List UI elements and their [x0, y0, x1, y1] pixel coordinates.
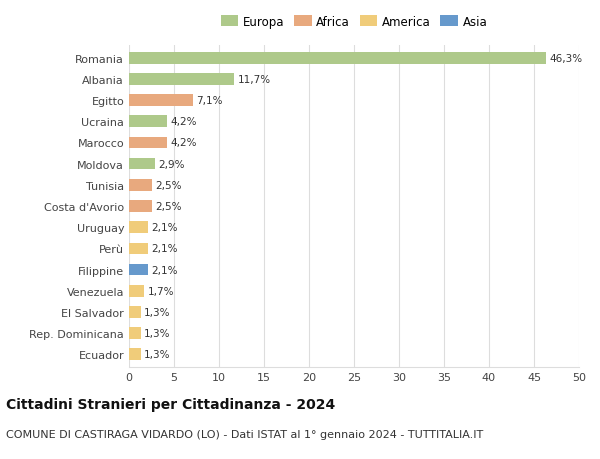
Text: 11,7%: 11,7% — [238, 75, 271, 85]
Text: 2,5%: 2,5% — [155, 180, 182, 190]
Text: 1,3%: 1,3% — [145, 328, 171, 338]
Text: 4,2%: 4,2% — [170, 117, 197, 127]
Bar — [129, 53, 546, 64]
Legend: Europa, Africa, America, Asia: Europa, Africa, America, Asia — [218, 13, 490, 31]
Text: COMUNE DI CASTIRAGA VIDARDO (LO) - Dati ISTAT al 1° gennaio 2024 - TUTTITALIA.IT: COMUNE DI CASTIRAGA VIDARDO (LO) - Dati … — [6, 429, 483, 439]
Bar — [129, 243, 148, 255]
Text: Cittadini Stranieri per Cittadinanza - 2024: Cittadini Stranieri per Cittadinanza - 2… — [6, 397, 335, 411]
Bar — [129, 95, 193, 106]
Text: 2,1%: 2,1% — [151, 244, 178, 254]
Text: 2,1%: 2,1% — [151, 223, 178, 233]
Text: 2,9%: 2,9% — [158, 159, 185, 169]
Bar — [129, 285, 145, 297]
Bar — [129, 264, 148, 276]
Bar — [129, 74, 235, 85]
Text: 2,5%: 2,5% — [155, 202, 182, 212]
Text: 1,3%: 1,3% — [145, 307, 171, 317]
Bar — [129, 158, 155, 170]
Text: 1,3%: 1,3% — [145, 349, 171, 359]
Bar — [129, 137, 167, 149]
Bar — [129, 116, 167, 128]
Bar — [129, 179, 151, 191]
Text: 1,7%: 1,7% — [148, 286, 175, 296]
Text: 46,3%: 46,3% — [550, 54, 583, 64]
Bar — [129, 307, 140, 318]
Text: 7,1%: 7,1% — [197, 96, 223, 106]
Text: 4,2%: 4,2% — [170, 138, 197, 148]
Bar — [129, 328, 140, 339]
Text: 2,1%: 2,1% — [151, 265, 178, 275]
Bar — [129, 201, 151, 213]
Bar — [129, 222, 148, 234]
Bar — [129, 349, 140, 360]
